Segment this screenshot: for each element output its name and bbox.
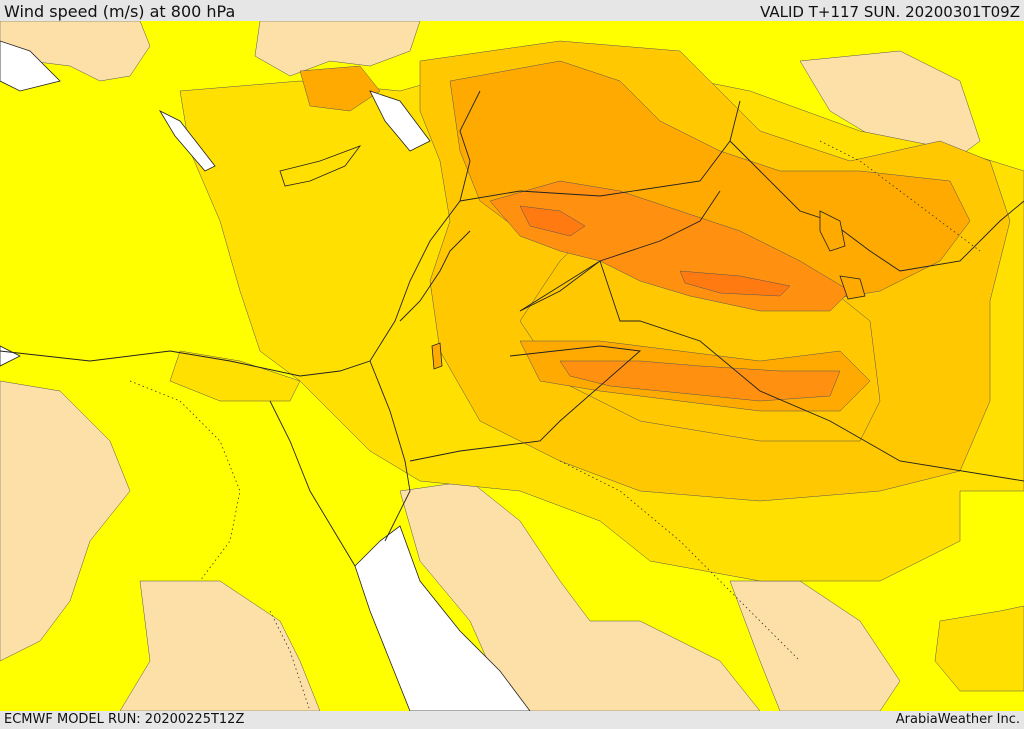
aegean-sea-gap [0,40,61,92]
seas [0,40,531,711]
iraq-east-border [729,140,1024,272]
footer-bar [0,711,1024,729]
calm-region-north [254,21,421,77]
egypt-israel-border [369,360,411,542]
calm-region-egypt-south [119,580,321,711]
levant-coast [399,230,471,322]
saudi-jordan-border [409,345,642,462]
calm-region-arabia-east [729,580,901,711]
band6-max-west [519,205,586,237]
calm-region-egypt-west [0,380,131,662]
nile-coast-east [269,400,356,567]
lake-tharthar [819,210,846,252]
dotted-line-iraq [819,140,981,252]
lake-habbaniyah [839,275,866,300]
band6-max-east [679,270,791,297]
dead-sea [431,342,443,370]
band2-egypt-strip [169,350,301,402]
band5-syria-core [489,180,851,312]
gulf-of-suez-tip [0,345,21,367]
dotted-boundaries [129,140,981,711]
map-title: Wind speed (m/s) at 800 hPa [4,2,236,21]
band5-regions [489,180,851,402]
band5-jordan-core [559,360,841,402]
credit-label: ArabiaWeather Inc. [895,712,1020,727]
wind-speed-map [0,21,1024,711]
turkey-syria-border [459,100,741,202]
boundaries [0,90,1024,567]
band6-regions [519,205,791,297]
jordan-border [519,260,1024,482]
red-sea [354,525,531,711]
syria-iraq-border [519,190,721,312]
small-features [279,145,866,370]
inland-white-strip [369,90,431,152]
cyprus-island [279,145,362,187]
calm-regions [0,21,981,711]
lake-tuz [158,110,216,172]
valid-time: VALID T+117 SUN. 20200301T09Z [760,3,1020,21]
band2-southeast-spot [934,605,1024,692]
band4-north-patch [299,65,381,112]
turkey-south-coast [0,90,481,377]
model-run-label: ECMWF MODEL RUN: 20200225T12Z [4,712,245,727]
calm-region-saudi [399,480,761,711]
header-bar [0,0,1024,21]
